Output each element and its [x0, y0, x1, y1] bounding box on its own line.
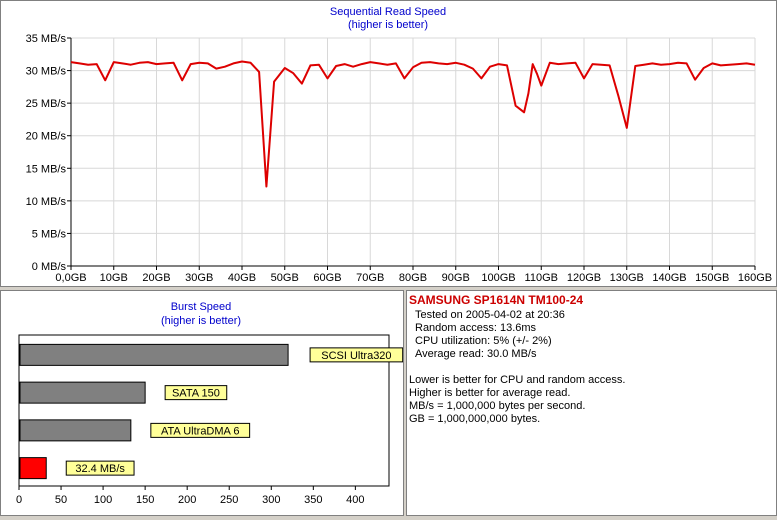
bar-label: SATA 150 — [172, 388, 220, 400]
x-tick-label: 100GB — [481, 272, 515, 284]
y-tick-label: 15 MB/s — [26, 163, 67, 175]
sequential-read-chart: Sequential Read Speed(higher is better) 0… — [26, 6, 772, 284]
bar-label: 32.4 MB/s — [75, 463, 125, 475]
x-tick-label: 0 — [16, 494, 22, 506]
y-tick-label: 10 MB/s — [26, 196, 67, 208]
random-access-line: Random access: 13.6ms — [415, 322, 537, 334]
x-tick-label: 160GB — [738, 272, 772, 284]
x-tick-label: 70GB — [356, 272, 384, 284]
chart-title: Sequential Read Speed — [330, 6, 446, 18]
x-tick-label: 0,0GB — [55, 272, 86, 284]
cpu-utilization-line: CPU utilization: 5% (+/- 2%) — [415, 335, 552, 347]
bar — [19, 381, 146, 404]
x-tick-label: 50GB — [271, 272, 299, 284]
x-tick-label: 110GB — [525, 272, 558, 284]
note-line: Lower is better for CPU and random acces… — [409, 374, 626, 386]
x-tick-label: 150GB — [695, 272, 729, 284]
x-tick-label: 50 — [55, 494, 67, 506]
bar-label-box — [164, 385, 228, 401]
bar-label: ATA UltraDMA 6 — [161, 425, 239, 437]
x-tick-label: 140GB — [652, 272, 686, 284]
x-tick-label: 300 — [262, 494, 280, 506]
bar — [19, 343, 289, 366]
y-tick-label: 0 MB/s — [32, 261, 67, 273]
chart-subtitle: (higher is better) — [348, 19, 428, 31]
read-speed-series-line — [70, 60, 756, 188]
sequential-read-panel: Sequential Read Speed (higher is better) 0… — [0, 0, 777, 287]
note-line: MB/s = 1,000,000 bytes per second. — [409, 400, 586, 412]
bar-label: SCSI Ultra320 — [321, 350, 391, 362]
x-tick-label: 250 — [220, 494, 238, 506]
bar — [19, 457, 47, 480]
x-tick-label: 20GB — [142, 272, 170, 284]
burst-speed-chart: Burst Speed (higher is better) SCSI Ultra3… — [16, 301, 404, 506]
y-tick-label: 5 MB/s — [32, 228, 67, 240]
x-tick-label: 30GB — [185, 272, 213, 284]
chart-title: Burst Speed — [171, 301, 232, 313]
y-tick-label: 30 MB/s — [26, 66, 67, 78]
x-tick-label: 400 — [346, 494, 364, 506]
x-tick-label: 10GB — [100, 272, 128, 284]
x-tick-label: 350 — [304, 494, 322, 506]
y-tick-label: 35 MB/s — [26, 33, 67, 45]
drive-title: SAMSUNG SP1614N TM100-24 — [409, 293, 584, 307]
x-tick-label: 120GB — [567, 272, 601, 284]
x-tick-label: 90GB — [442, 272, 470, 284]
x-tick-label: 40GB — [228, 272, 256, 284]
bar-label-box — [150, 422, 251, 438]
x-tick-label: 130GB — [610, 272, 644, 284]
y-tick-label: 25 MB/s — [26, 98, 67, 110]
bar — [19, 419, 132, 442]
note-line: Higher is better for average read. — [409, 387, 571, 399]
x-tick-label: 100 — [94, 494, 112, 506]
drive-info-panel: SAMSUNG SP1614N TM100-24 Tested on 2005-… — [406, 290, 777, 516]
average-read-line: Average read: 30.0 MB/s — [415, 348, 537, 360]
bar-label-box — [65, 460, 135, 476]
note-line: GB = 1,000,000,000 bytes. — [409, 413, 541, 425]
x-tick-label: 80GB — [399, 272, 427, 284]
x-tick-label: 150 — [136, 494, 154, 506]
y-tick-label: 20 MB/s — [26, 131, 67, 143]
x-tick-label: 200 — [178, 494, 196, 506]
burst-speed-panel: Burst Speed (higher is better) SCSI Ultra3… — [0, 290, 404, 516]
chart-subtitle: (higher is better) — [161, 315, 241, 327]
bar-label-box — [309, 347, 404, 363]
x-tick-label: 60GB — [313, 272, 341, 284]
tested-on-line: Tested on 2005-04-02 at 20:36 — [415, 309, 565, 321]
